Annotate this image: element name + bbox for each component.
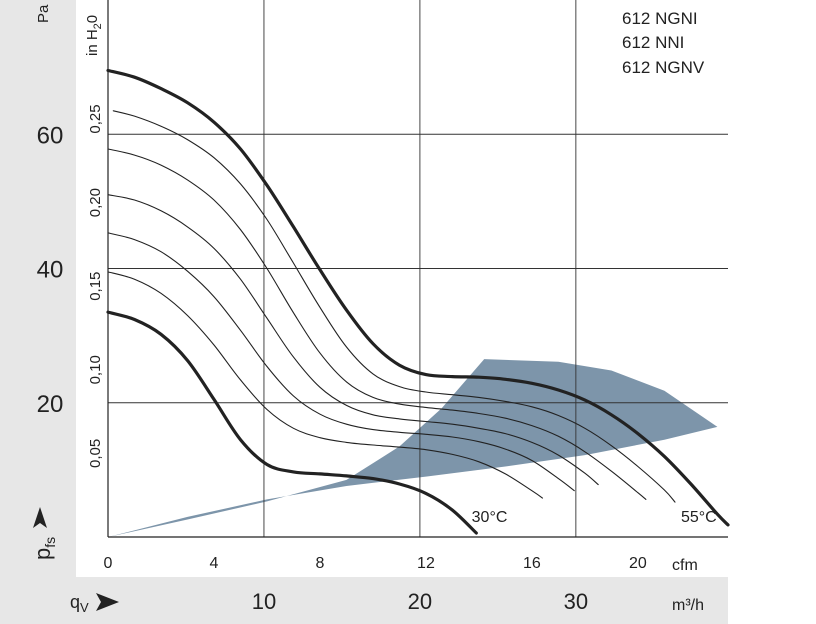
x-tick-cfm: 4 bbox=[210, 555, 219, 572]
fan-curve bbox=[107, 232, 575, 492]
grid-layer bbox=[108, 0, 728, 537]
y-unit-inh2o-part: 0 bbox=[84, 15, 101, 23]
x-unit-m3h: m³/h bbox=[672, 597, 704, 614]
x-tick-m3h: 20 bbox=[408, 589, 432, 614]
x-tick-m3h: 30 bbox=[564, 589, 588, 614]
x-axis-symbol-sub: V bbox=[80, 600, 89, 615]
y-axis-symbol-sub: fs bbox=[42, 537, 58, 548]
y-unit-inh2o: in H20 bbox=[84, 15, 104, 56]
fan-curve bbox=[106, 310, 478, 535]
y-unit-pa: Pa bbox=[35, 4, 52, 23]
y-axis-symbol-main: p bbox=[30, 548, 55, 560]
fan-curve bbox=[107, 194, 599, 486]
y-tick-pa: 40 bbox=[37, 257, 64, 284]
fan-curve bbox=[107, 271, 544, 499]
y-tick-inh2o: 0,20 bbox=[87, 188, 104, 217]
y-tick-pa: 60 bbox=[37, 122, 64, 149]
x-tick-cfm: 0 bbox=[104, 555, 113, 572]
x-tick-m3h: 10 bbox=[252, 589, 276, 614]
x-tick-cfm: 8 bbox=[316, 555, 325, 572]
temperature-label: 55°C bbox=[681, 509, 717, 526]
y-tick-inh2o: 0,05 bbox=[87, 439, 104, 468]
y-tick-pa: 20 bbox=[37, 391, 64, 418]
x-tick-cfm: 20 bbox=[629, 555, 647, 572]
left-panel bbox=[0, 0, 76, 624]
annotations-layer: 30°C 55°C bbox=[472, 509, 717, 526]
legend-entry: 612 NGNV bbox=[622, 58, 705, 77]
temperature-label: 30°C bbox=[472, 509, 508, 526]
x-axis-symbol-main: q bbox=[70, 592, 80, 612]
x-unit-cfm: cfm bbox=[672, 557, 698, 574]
bottom-panel bbox=[0, 577, 728, 624]
y-tick-inh2o: 0,25 bbox=[87, 104, 104, 133]
fan-curve bbox=[107, 148, 647, 500]
tick-labels-layer: 20 40 60 0,05 0,10 0,15 0,20 0,25 0 4 8 12 16 20 10 20 3… bbox=[37, 104, 647, 614]
x-axis-arrow-icon bbox=[96, 593, 119, 611]
fan-curve bbox=[106, 68, 730, 527]
fan-curve bbox=[112, 110, 676, 503]
y-axis-arrow-icon bbox=[33, 507, 47, 528]
legend-entry: 612 NNI bbox=[622, 33, 684, 52]
x-axis-symbol: qV bbox=[70, 592, 89, 615]
y-unit-inh2o-sub: 2 bbox=[92, 23, 104, 29]
y-tick-inh2o: 0,10 bbox=[87, 355, 104, 384]
y-axis-symbol: pfs bbox=[30, 537, 58, 560]
y-tick-inh2o: 0,15 bbox=[87, 272, 104, 301]
x-tick-cfm: 16 bbox=[523, 555, 541, 572]
legend-entry: 612 NGNI bbox=[622, 9, 698, 28]
curves-layer bbox=[106, 68, 730, 535]
x-tick-cfm: 12 bbox=[417, 555, 435, 572]
y-unit-inh2o-part: in H bbox=[84, 29, 101, 56]
